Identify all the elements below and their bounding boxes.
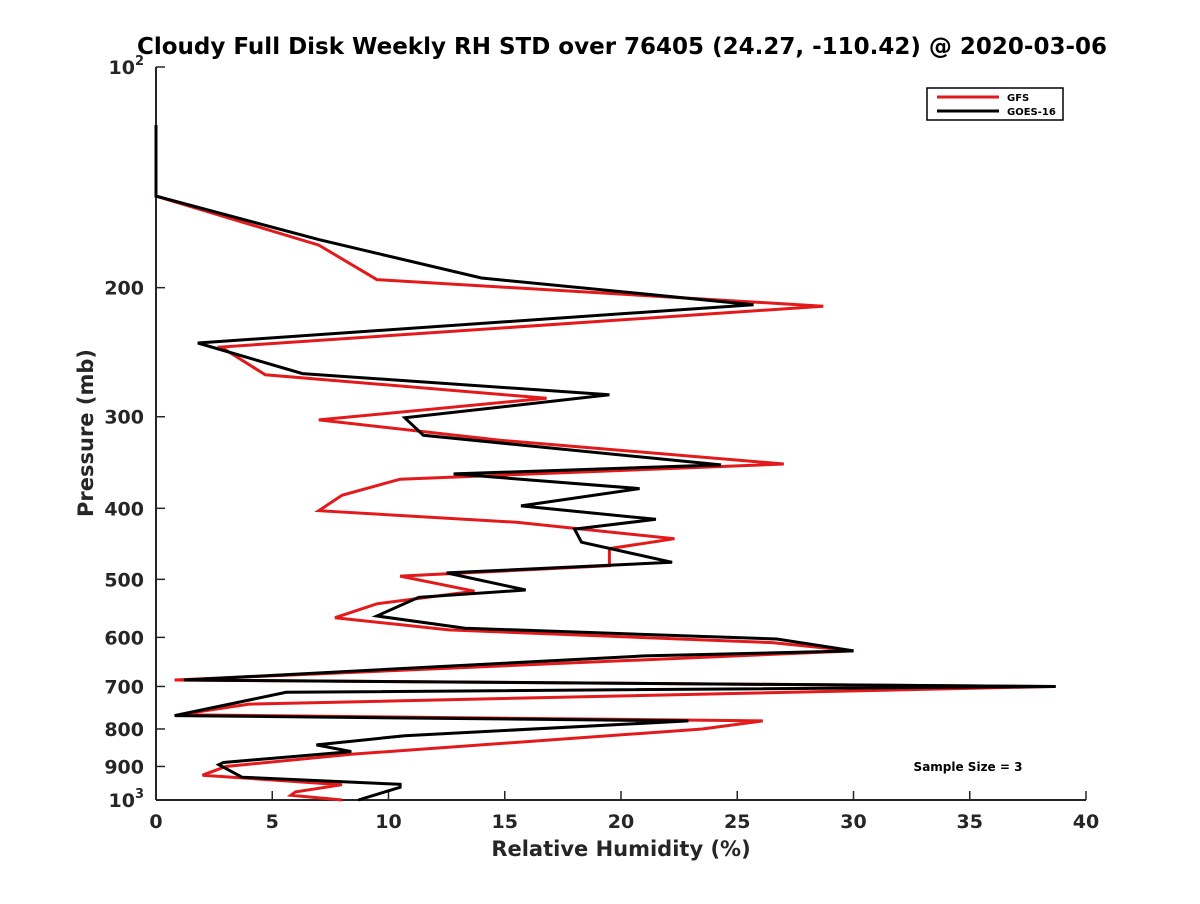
x-tick-label: 0 — [149, 811, 162, 833]
x-tick-label: 25 — [724, 811, 750, 833]
y-tick-label: 500 — [104, 569, 144, 591]
y-tick-label: 400 — [104, 498, 144, 520]
y-tick-label: 900 — [104, 756, 144, 778]
x-tick-label: 40 — [1073, 811, 1099, 833]
x-tick-label: 15 — [492, 811, 518, 833]
sample-size-annotation: Sample Size = 3 — [914, 760, 1023, 774]
x-axis-label: Relative Humidity (%) — [491, 837, 750, 861]
y-tick-label: 600 — [104, 627, 144, 649]
series-line-goes-16 — [154, 125, 1056, 802]
y-tick-label: 300 — [104, 407, 144, 429]
y-tick-label: 103 — [109, 787, 145, 812]
x-tick-label: 10 — [375, 811, 401, 833]
y-tick-label: 800 — [104, 719, 144, 741]
plot-area: 0 5 10 15 20 25 30 35 40 102 200 300 400 500 600 700 800… — [104, 54, 1099, 833]
legend-label: GOES-16 — [1007, 107, 1056, 118]
y-axis-label: Pressure (mb) — [74, 349, 98, 517]
y-tick-label: 102 — [109, 54, 145, 79]
y-tick-label: 700 — [104, 676, 144, 698]
series-line-gfs — [154, 125, 1054, 802]
legend-box — [926, 87, 1064, 121]
x-tick-label: 30 — [840, 811, 866, 833]
legend-label: GFS — [1007, 93, 1029, 104]
x-tick-label: 35 — [957, 811, 983, 833]
y-tick-label: 200 — [104, 278, 144, 300]
chart-title: Cloudy Full Disk Weekly RH STD over 7640… — [137, 34, 1107, 60]
x-tick-label: 20 — [608, 811, 634, 833]
x-tick-label: 5 — [266, 811, 279, 833]
